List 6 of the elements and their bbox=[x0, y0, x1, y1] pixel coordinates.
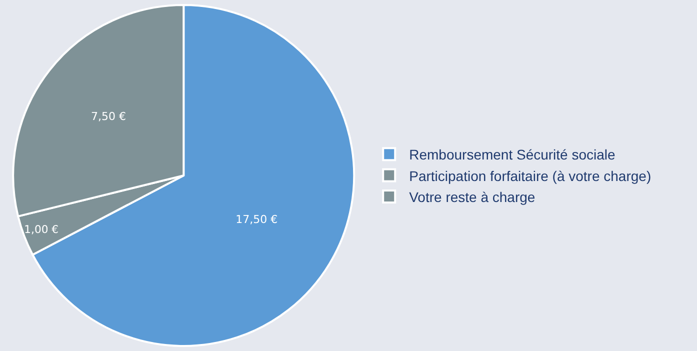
legend-label: Votre reste à charge bbox=[409, 188, 536, 205]
legend-label: Remboursement Sécurité sociale bbox=[409, 146, 616, 163]
data-label: 17,50 € bbox=[236, 213, 278, 226]
data-label: 7,50 € bbox=[91, 110, 126, 124]
legend-label: Participation forfaitaire (à votre charge) bbox=[409, 168, 652, 184]
data-label: 1,00 € bbox=[24, 222, 59, 236]
